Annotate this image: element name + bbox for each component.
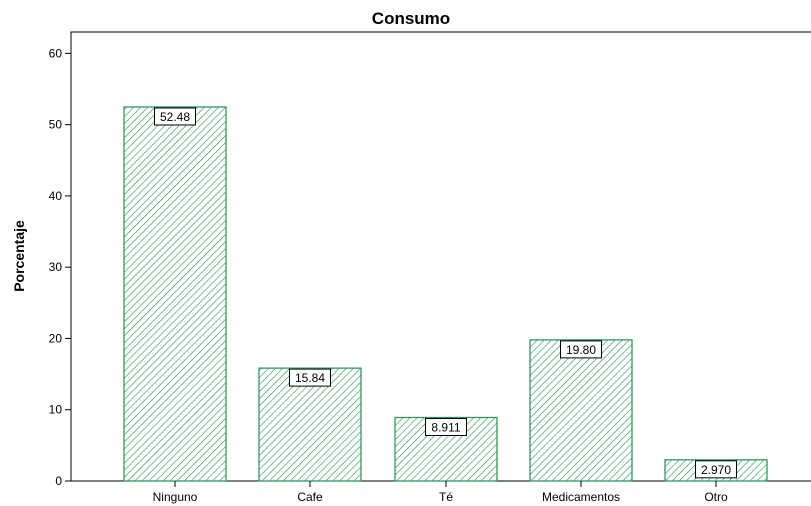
- x-tick-label: Medicamentos: [542, 490, 620, 504]
- y-tick-label: 30: [49, 260, 63, 274]
- data-label-box: [289, 368, 331, 387]
- bars: [123, 106, 768, 482]
- data-label: 2.970: [701, 463, 731, 477]
- bar-cafe: [258, 367, 362, 482]
- y-axis-label: Porcentaje: [11, 220, 27, 292]
- data-label: 52.48: [160, 110, 190, 124]
- data-label-box: [425, 417, 467, 436]
- y-tick-label: 20: [49, 331, 63, 345]
- x-axis-ticks: Ninguno Cafe Té Medicamentos Otro: [153, 481, 728, 504]
- y-tick-label: 50: [49, 118, 63, 132]
- bar-medicamentos: [529, 339, 633, 482]
- x-tick-label: Otro: [704, 490, 728, 504]
- y-tick-label: 0: [55, 474, 62, 488]
- y-tick-label: 40: [49, 189, 63, 203]
- chart-title: Consumo: [372, 9, 450, 28]
- y-tick-label: 10: [49, 403, 63, 417]
- y-tick-label: 60: [49, 46, 63, 60]
- data-label: 15.84: [295, 371, 325, 385]
- y-axis-ticks: 0 10 20 30 40 50 60: [49, 46, 71, 488]
- x-tick-label: Ninguno: [153, 490, 198, 504]
- x-tick-label: Té: [439, 490, 453, 504]
- data-label-box: [560, 340, 602, 359]
- x-tick-label: Cafe: [297, 490, 323, 504]
- bar-ninguno: [123, 106, 227, 482]
- data-labels: 52.48 15.84 8.911 19.80 2.970: [154, 107, 737, 479]
- data-label-box: [695, 460, 737, 479]
- data-label-box: [154, 107, 196, 126]
- data-label: 19.80: [566, 343, 596, 357]
- data-label: 8.911: [431, 420, 460, 434]
